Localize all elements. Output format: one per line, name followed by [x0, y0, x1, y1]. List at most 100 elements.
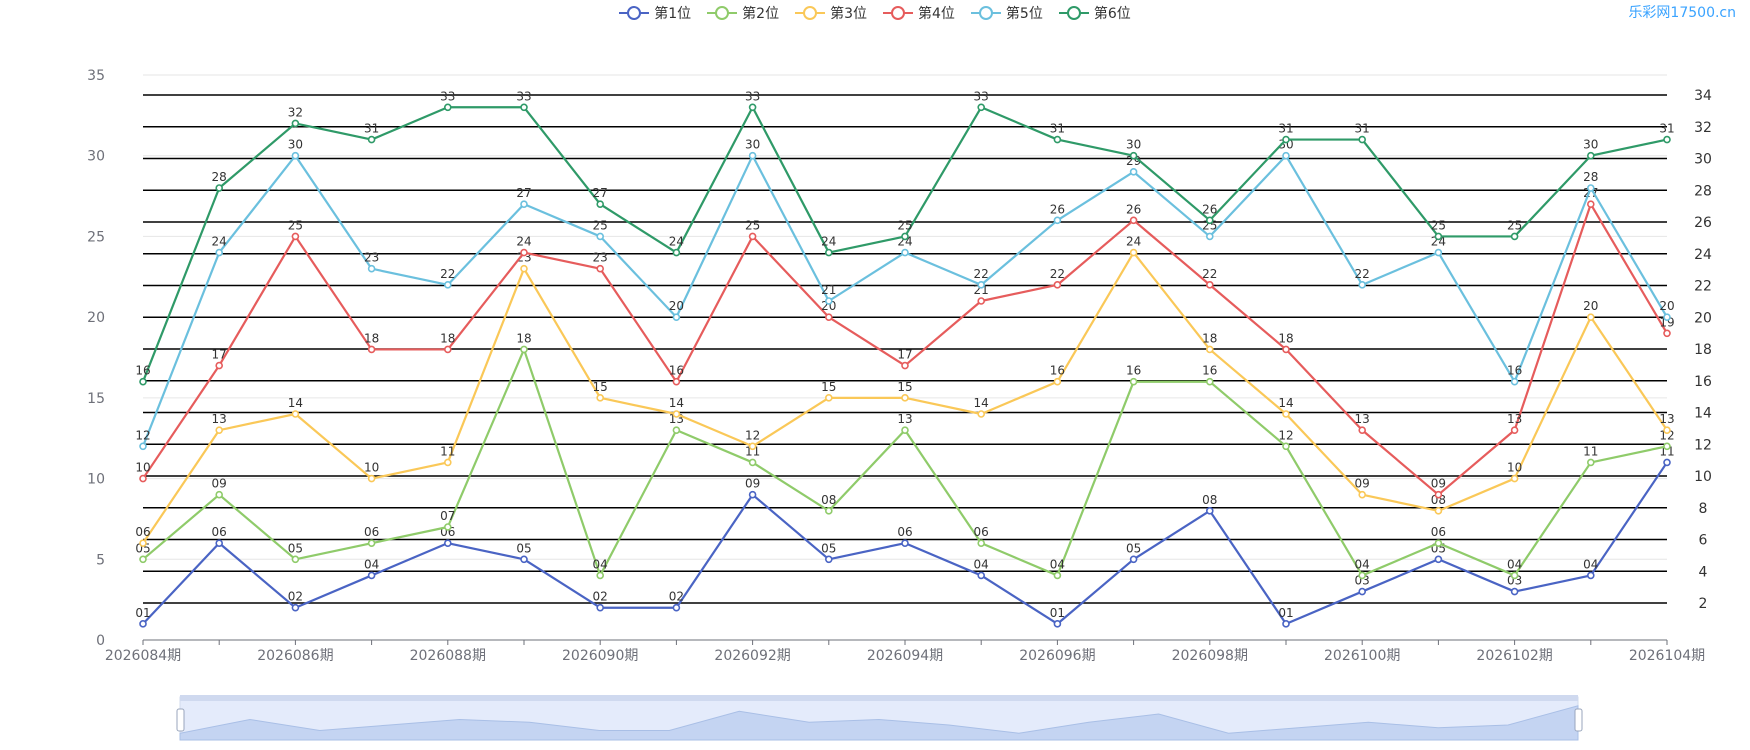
data-point: [1663, 426, 1671, 434]
data-label: 04: [364, 557, 379, 571]
data-label: 05: [516, 541, 531, 555]
data-point: [672, 603, 681, 612]
data-label: 05: [135, 541, 150, 555]
data-label: 15: [821, 380, 836, 394]
data-label: 09: [212, 477, 227, 491]
data-point: [672, 313, 681, 321]
legend-item[interactable]: 第6位: [1058, 3, 1131, 23]
data-point: [1510, 474, 1519, 483]
data-label: 16: [669, 364, 684, 378]
legend-item[interactable]: 第5位: [970, 3, 1043, 23]
data-point: [1434, 507, 1443, 515]
right-tick-label: 28: [1694, 183, 1712, 199]
data-point: [977, 571, 986, 580]
right-tick-label: 16: [1694, 374, 1712, 390]
data-label: 05: [1126, 541, 1141, 555]
data-label: 25: [897, 218, 912, 232]
legend-item[interactable]: 第4位: [883, 3, 955, 23]
data-point: [1129, 151, 1138, 160]
data-point: [596, 200, 605, 208]
data-label: 27: [516, 186, 531, 200]
data-label: 09: [1431, 477, 1446, 491]
data-label: 02: [669, 590, 684, 604]
data-point: [520, 345, 528, 354]
data-point: [748, 490, 757, 499]
data-label: 25: [1202, 218, 1217, 232]
data-point: [520, 555, 528, 564]
data-point: [1510, 587, 1519, 596]
legend-label: 第2位: [742, 6, 780, 22]
data-point: [367, 345, 376, 354]
data-point: [139, 377, 147, 386]
data-label: 18: [516, 331, 531, 345]
legend-item[interactable]: 第1位: [619, 3, 691, 23]
x-tick-label: 2026086期: [257, 648, 333, 664]
data-label: 31: [364, 122, 379, 136]
data-point: [1587, 151, 1595, 160]
data-label: 26: [1126, 202, 1141, 216]
data-point: [139, 555, 147, 564]
data-label: 16: [1126, 364, 1141, 378]
data-label: 14: [669, 396, 684, 410]
data-label: 03: [1355, 574, 1370, 588]
data-point: [1282, 151, 1290, 160]
data-point: [1434, 248, 1443, 257]
zoom-handle-right[interactable]: [1574, 708, 1583, 732]
data-label: 30: [745, 138, 760, 152]
data-point: [215, 426, 223, 434]
data-label: 11: [1583, 444, 1598, 458]
data-label: 25: [288, 218, 303, 232]
data-point: [367, 264, 376, 273]
data-point: [1510, 426, 1519, 434]
data-point: [977, 281, 986, 289]
data-point: [1587, 200, 1595, 208]
right-tick-label: 2: [1699, 596, 1708, 612]
x-tick-label: 2026090期: [562, 648, 638, 664]
x-tick-label: 2026088期: [410, 648, 486, 664]
data-label: 30: [1278, 138, 1293, 152]
data-label: 22: [1202, 267, 1217, 281]
data-point: [596, 571, 605, 580]
data-label: 20: [669, 299, 684, 313]
right-tick-label: 30: [1694, 152, 1712, 168]
data-point: [215, 184, 223, 192]
data-label: 18: [364, 331, 379, 345]
legend-item[interactable]: 第2位: [707, 3, 779, 23]
data-point: [596, 394, 605, 402]
data-point: [443, 523, 452, 531]
data-point: [1358, 587, 1366, 596]
right-tick-label: 22: [1694, 279, 1712, 295]
data-point: [1358, 490, 1366, 499]
data-point: [291, 119, 300, 128]
data-point: [1206, 377, 1214, 386]
data-point: [367, 135, 376, 144]
data-label: 13: [1507, 412, 1522, 426]
data-label: 23: [593, 251, 608, 265]
data-label: 33: [516, 89, 531, 103]
data-point: [824, 555, 833, 564]
legend-label: 第1位: [654, 6, 692, 22]
data-label: 14: [1278, 396, 1293, 410]
data-label: 31: [1278, 122, 1293, 136]
data-label: 04: [1583, 557, 1598, 571]
data-label: 16: [1507, 364, 1522, 378]
data-label: 21: [821, 283, 836, 297]
legend-label: 第3位: [830, 6, 867, 22]
data-point: [1358, 571, 1366, 580]
data-point: [1510, 232, 1519, 241]
legend-label: 第6位: [1093, 6, 1131, 22]
data-point: [901, 361, 909, 370]
data-point: [748, 103, 757, 112]
data-label: 21: [974, 283, 989, 297]
y-tick-label: 5: [96, 552, 105, 568]
data-point: [215, 248, 223, 257]
zoom-handle-left[interactable]: [176, 708, 185, 732]
data-point: [1129, 248, 1138, 257]
data-label: 02: [593, 590, 608, 604]
legend-label: 第4位: [918, 6, 955, 22]
data-point: [139, 539, 147, 547]
legend-item[interactable]: 第3位: [795, 3, 867, 23]
data-label: 12: [745, 428, 760, 442]
data-point: [1587, 458, 1595, 467]
